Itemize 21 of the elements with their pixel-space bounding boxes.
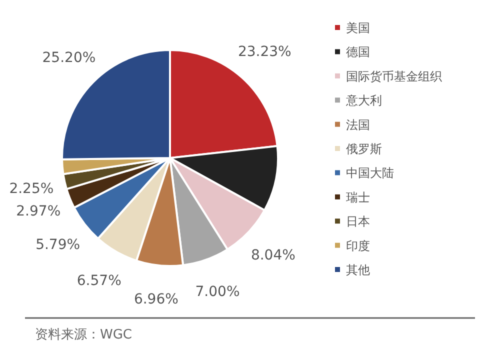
legend-label: 俄罗斯 — [346, 142, 382, 156]
data-label: 6.57% — [76, 273, 122, 290]
data-label: 25.20% — [42, 50, 96, 66]
legend-label: 中国大陆 — [346, 166, 394, 180]
data-label: 2.25% — [9, 181, 54, 198]
data-label: 8.04% — [250, 248, 296, 264]
legend-label: 意大利 — [345, 94, 382, 108]
legend-label: 法国 — [346, 118, 370, 132]
legend-label: 瑞士 — [346, 190, 370, 204]
data-label: 5.79% — [36, 237, 80, 254]
legend-label: 德国 — [346, 45, 370, 60]
data-label: 23.23% — [238, 44, 292, 60]
legend-label: 美国 — [346, 21, 370, 35]
data-label: 7.00% — [195, 284, 240, 300]
data-label: 2.97% — [16, 203, 61, 220]
text: 资料来源：WGC — [35, 328, 132, 342]
legend-label: 日本 — [346, 214, 370, 229]
data-label: 6.96% — [134, 291, 178, 308]
legend-label: 国际货币基金组织 — [346, 69, 442, 84]
legend-label: 其他 — [346, 263, 370, 277]
legend-label: 印度 — [346, 238, 370, 253]
